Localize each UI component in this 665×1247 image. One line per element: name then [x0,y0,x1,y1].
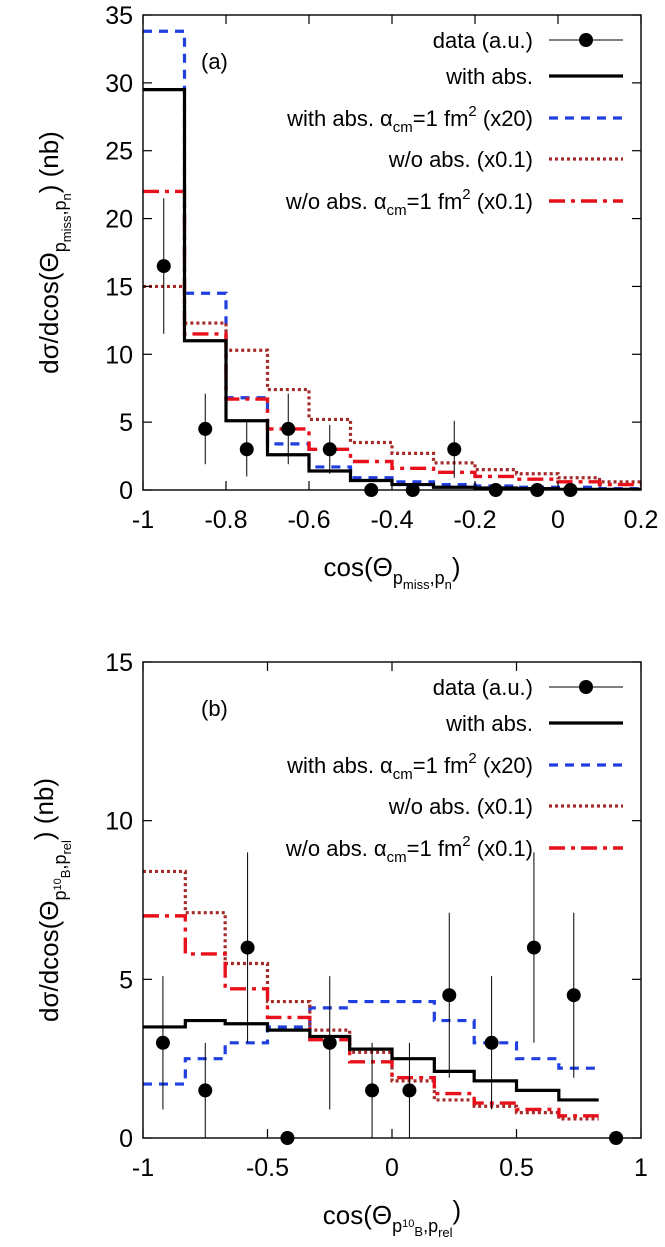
legend: data (a.u.) with abs. with abs. αcm=1 fm2 … [285,675,623,866]
x-tick-label: 0 [551,506,565,534]
data-point [198,1083,213,1098]
x-tick-label: -0.6 [287,506,330,534]
x-tick-label: -0.8 [204,506,247,534]
y-tick-label: 15 [105,273,133,301]
chart-panel-b: -1 -0.5 0 0.5 1051015cos(Θp10B,prel)dσ/dcos(… [29,649,648,1240]
x-tick-label: 0.2 [624,506,659,534]
y-tick-label: 25 [105,138,133,166]
y-axis-label: dσ/dcos(Θpmiss,pn) (nb) [34,131,74,374]
y-tick-label: 5 [119,966,133,994]
data-point [365,1083,380,1098]
histogram-series-solid [143,88,641,490]
x-tick-label: 0 [385,1154,399,1182]
data-point [405,483,420,497]
legend-label: data (a.u.) [433,28,533,53]
panel-label: (b) [201,696,228,721]
y-axis-label: dσ/dcos(Θp10B,prel) (nb) [29,778,74,1022]
data-point [364,483,379,497]
data-point [609,1131,624,1145]
y-tick-label: 35 [105,2,133,30]
x-tick-label: -1 [132,506,154,534]
y-tick-label: 30 [105,70,133,98]
histogram-series-blue-dash [143,999,599,1086]
x-axis-label: cos(Θpmiss,pn) [324,552,461,592]
panel-label: (a) [201,49,228,74]
data-point [563,483,578,497]
data-point [530,483,545,497]
data-point [526,940,541,955]
legend-swatch-data-point [579,680,593,694]
legend-label: w/o abs. (x0.1) [388,147,533,172]
chart-panel-a: -1 -0.8 -0.6 -0.4 -0.2 0 0.2 0 5 10 15 20 25 30 35 cos(… [34,2,658,592]
data-point [239,442,254,457]
x-tick-label: -0.4 [370,506,413,534]
histogram-series-blue-dash [143,29,641,490]
histogram-series-brown-dot [143,869,599,1121]
legend-label: w/o abs. αcm=1 fm2 (x0.1) [285,833,533,866]
histogram-series-red-dashdot [143,189,641,487]
data-point [402,1083,417,1098]
y-tick-label: 5 [119,409,133,437]
plot-frame [142,14,642,491]
x-axis-label: cos(Θp10B,prel) [323,1195,461,1240]
x-tick-label: 0.5 [499,1154,534,1182]
data-point [280,1131,295,1145]
data-point [240,940,255,955]
y-tick-label: 15 [105,649,133,677]
data-point [281,421,296,436]
legend-label: with abs. [445,711,533,736]
data-point [155,1035,170,1050]
data-point [198,421,213,436]
x-tick-label: 1 [634,1154,648,1182]
x-tick-label: -0.2 [453,506,496,534]
data-point [442,988,457,1003]
x-tick-label: -0.5 [246,1154,289,1182]
legend-label: w/o abs. (x0.1) [388,794,533,819]
data-point [447,442,462,457]
data-point [484,1035,499,1050]
y-tick-label: 10 [105,341,133,369]
histogram-series-solid [143,1018,599,1102]
histogram-series-red-dashdot [143,914,599,1118]
data-point [156,259,171,274]
y-tick-label: 0 [119,1125,133,1153]
legend-label: with abs. [445,64,533,89]
data-point [322,1035,337,1050]
legend-label: with abs. αcm=1 fm2 (x20) [286,103,533,136]
x-tick-label: -1 [132,1154,154,1182]
y-tick-label: 20 [105,206,133,234]
data-point [322,442,337,457]
data-point [488,483,503,497]
legend: data (a.u.) with abs. with abs. αcm=1 fm2 … [285,28,623,219]
plot-area [143,29,641,490]
data-point [566,988,581,1003]
legend-label: w/o abs. αcm=1 fm2 (x0.1) [285,186,533,219]
y-tick-label: 10 [105,808,133,836]
histogram-series-brown-dot [143,284,641,484]
legend-swatch-data-point [579,33,593,47]
legend-label: data (a.u.) [433,675,533,700]
legend-label: with abs. αcm=1 fm2 (x20) [286,750,533,783]
y-tick-label: 0 [119,477,133,505]
